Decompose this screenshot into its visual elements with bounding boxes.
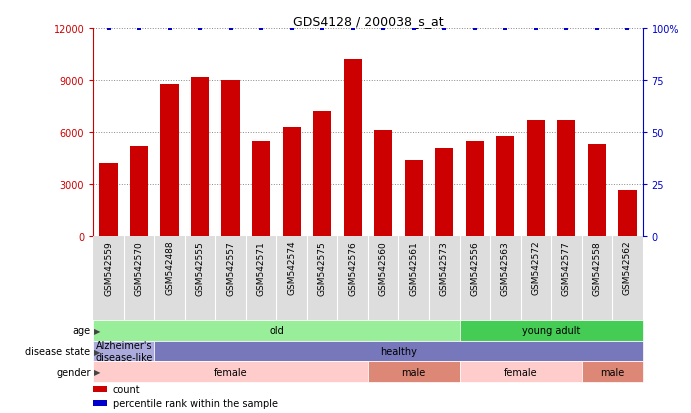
Bar — [374, 131, 392, 237]
Text: old: old — [269, 325, 284, 335]
Bar — [618, 190, 636, 237]
Bar — [221, 81, 240, 237]
Text: GSM542570: GSM542570 — [135, 240, 144, 295]
Bar — [368, 362, 460, 382]
Text: GSM542574: GSM542574 — [287, 240, 296, 294]
Bar — [557, 121, 576, 237]
Text: count: count — [113, 384, 140, 394]
Point — [408, 26, 419, 32]
Point — [378, 26, 389, 32]
Bar — [460, 320, 643, 341]
Text: GSM542561: GSM542561 — [409, 240, 418, 295]
Bar — [160, 84, 179, 237]
Text: male: male — [600, 367, 624, 377]
Text: GSM542488: GSM542488 — [165, 240, 174, 294]
Text: GSM542575: GSM542575 — [318, 240, 327, 295]
Text: female: female — [214, 367, 247, 377]
Text: GSM542560: GSM542560 — [379, 240, 388, 295]
Point — [103, 26, 114, 32]
Text: ▶: ▶ — [95, 368, 101, 377]
Point — [622, 26, 633, 32]
Bar — [93, 362, 368, 382]
Title: GDS4128 / 200038_s_at: GDS4128 / 200038_s_at — [293, 15, 443, 28]
Text: young adult: young adult — [522, 325, 580, 335]
Point — [561, 26, 572, 32]
Text: GSM542559: GSM542559 — [104, 240, 113, 295]
Point — [286, 26, 297, 32]
Bar — [154, 341, 643, 362]
Point — [195, 26, 206, 32]
Point — [591, 26, 603, 32]
Point — [500, 26, 511, 32]
Text: GSM542571: GSM542571 — [256, 240, 265, 295]
Text: GSM542556: GSM542556 — [471, 240, 480, 295]
Bar — [130, 147, 148, 237]
Bar — [191, 77, 209, 237]
Text: percentile rank within the sample: percentile rank within the sample — [113, 398, 278, 408]
Text: GSM542558: GSM542558 — [592, 240, 601, 295]
Point — [164, 26, 175, 32]
Bar — [283, 128, 301, 237]
Text: age: age — [73, 325, 91, 335]
Text: GSM542562: GSM542562 — [623, 240, 632, 294]
Point — [530, 26, 541, 32]
Text: ▶: ▶ — [95, 347, 101, 356]
Bar — [582, 362, 643, 382]
Text: GSM542576: GSM542576 — [348, 240, 357, 295]
Text: GSM542557: GSM542557 — [226, 240, 235, 295]
Bar — [252, 142, 270, 237]
Text: female: female — [504, 367, 538, 377]
Text: ▶: ▶ — [95, 326, 101, 335]
Bar — [460, 362, 582, 382]
Bar — [527, 121, 545, 237]
Bar — [93, 400, 107, 406]
Text: GSM542563: GSM542563 — [501, 240, 510, 295]
Text: healthy: healthy — [380, 346, 417, 356]
Text: Alzheimer's
disease-like: Alzheimer's disease-like — [95, 340, 153, 362]
Bar — [405, 161, 423, 237]
Bar — [93, 386, 107, 392]
Bar — [100, 164, 117, 237]
Bar — [435, 149, 453, 237]
Bar — [93, 341, 154, 362]
Point — [439, 26, 450, 32]
Bar — [587, 145, 606, 237]
Point — [256, 26, 267, 32]
Text: GSM542577: GSM542577 — [562, 240, 571, 295]
Text: gender: gender — [56, 367, 91, 377]
Text: GSM542573: GSM542573 — [439, 240, 448, 295]
Bar — [496, 136, 514, 237]
Bar — [93, 320, 460, 341]
Point — [225, 26, 236, 32]
Bar — [313, 112, 331, 237]
Text: GSM542555: GSM542555 — [196, 240, 205, 295]
Point — [347, 26, 358, 32]
Point — [469, 26, 480, 32]
Point — [133, 26, 144, 32]
Text: GSM542572: GSM542572 — [531, 240, 540, 294]
Bar — [466, 142, 484, 237]
Text: disease state: disease state — [26, 346, 91, 356]
Point — [316, 26, 328, 32]
Bar — [343, 60, 362, 237]
Text: male: male — [401, 367, 426, 377]
